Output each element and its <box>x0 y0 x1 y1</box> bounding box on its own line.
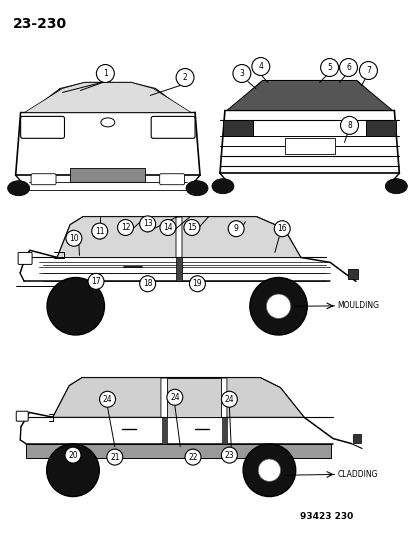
Polygon shape <box>226 378 303 417</box>
Text: 6: 6 <box>345 63 350 72</box>
Circle shape <box>183 220 199 236</box>
Ellipse shape <box>211 179 233 193</box>
Text: 23-230: 23-230 <box>13 17 66 31</box>
Text: 11: 11 <box>95 227 104 236</box>
Circle shape <box>189 276 205 292</box>
Circle shape <box>65 447 81 463</box>
FancyBboxPatch shape <box>159 174 184 185</box>
Text: 4: 4 <box>258 62 263 71</box>
Polygon shape <box>53 378 161 417</box>
Text: 3: 3 <box>239 69 244 78</box>
Bar <box>284 139 334 154</box>
Bar <box>176 257 182 281</box>
Ellipse shape <box>258 459 280 481</box>
Circle shape <box>185 449 200 465</box>
Text: 20: 20 <box>68 450 78 459</box>
Bar <box>26 443 330 458</box>
Polygon shape <box>57 217 176 257</box>
Circle shape <box>233 64 250 83</box>
Polygon shape <box>166 378 221 417</box>
FancyBboxPatch shape <box>31 174 56 185</box>
Circle shape <box>139 216 155 232</box>
Circle shape <box>88 273 104 289</box>
Circle shape <box>228 221 244 237</box>
FancyBboxPatch shape <box>366 120 395 136</box>
Circle shape <box>107 449 123 465</box>
Ellipse shape <box>185 181 207 196</box>
Polygon shape <box>182 217 300 257</box>
Circle shape <box>176 69 194 86</box>
Circle shape <box>251 58 269 76</box>
Text: 19: 19 <box>192 279 202 288</box>
Text: 14: 14 <box>163 223 172 232</box>
Text: 10: 10 <box>69 234 78 243</box>
Text: 18: 18 <box>142 279 152 288</box>
Text: 1: 1 <box>103 69 107 78</box>
Circle shape <box>273 221 290 237</box>
Circle shape <box>339 59 357 77</box>
FancyBboxPatch shape <box>223 120 252 136</box>
Circle shape <box>66 230 82 246</box>
Ellipse shape <box>101 118 114 127</box>
Circle shape <box>166 389 183 405</box>
Circle shape <box>92 223 107 239</box>
Text: 21: 21 <box>110 453 119 462</box>
FancyBboxPatch shape <box>16 411 28 421</box>
Circle shape <box>221 391 237 407</box>
Ellipse shape <box>385 179 406 193</box>
Ellipse shape <box>242 444 295 497</box>
Circle shape <box>340 116 358 134</box>
FancyBboxPatch shape <box>18 253 32 264</box>
Ellipse shape <box>47 444 99 497</box>
Text: 7: 7 <box>365 66 370 75</box>
Circle shape <box>358 61 377 79</box>
Text: 9: 9 <box>233 224 238 233</box>
Text: 24: 24 <box>170 393 179 402</box>
Bar <box>161 417 166 443</box>
Ellipse shape <box>47 278 104 335</box>
Text: 24: 24 <box>102 395 112 404</box>
Text: 2: 2 <box>182 73 187 82</box>
FancyBboxPatch shape <box>347 269 357 279</box>
Text: 13: 13 <box>142 220 152 229</box>
Polygon shape <box>24 83 190 112</box>
Text: CLADDING: CLADDING <box>337 470 377 479</box>
Circle shape <box>221 447 237 463</box>
Text: 17: 17 <box>91 277 101 286</box>
FancyBboxPatch shape <box>352 433 360 442</box>
Text: MOULDING: MOULDING <box>337 301 379 310</box>
Text: 22: 22 <box>188 453 197 462</box>
FancyBboxPatch shape <box>151 116 195 139</box>
Text: 15: 15 <box>187 223 196 232</box>
Circle shape <box>96 64 114 83</box>
Bar <box>70 168 145 182</box>
Circle shape <box>139 276 155 292</box>
Circle shape <box>117 220 133 236</box>
Ellipse shape <box>266 294 290 318</box>
FancyBboxPatch shape <box>21 116 64 139</box>
Text: 12: 12 <box>121 223 130 232</box>
Text: 16: 16 <box>277 224 286 233</box>
Polygon shape <box>226 80 392 110</box>
Circle shape <box>320 59 338 77</box>
Text: 24: 24 <box>224 395 234 404</box>
Circle shape <box>159 220 176 236</box>
Ellipse shape <box>8 181 29 196</box>
Text: 23: 23 <box>224 450 234 459</box>
Circle shape <box>99 391 115 407</box>
Bar <box>221 417 226 443</box>
Text: 93423 230: 93423 230 <box>299 512 352 521</box>
Text: 8: 8 <box>347 121 351 130</box>
Ellipse shape <box>249 278 306 335</box>
Text: 5: 5 <box>326 63 331 72</box>
